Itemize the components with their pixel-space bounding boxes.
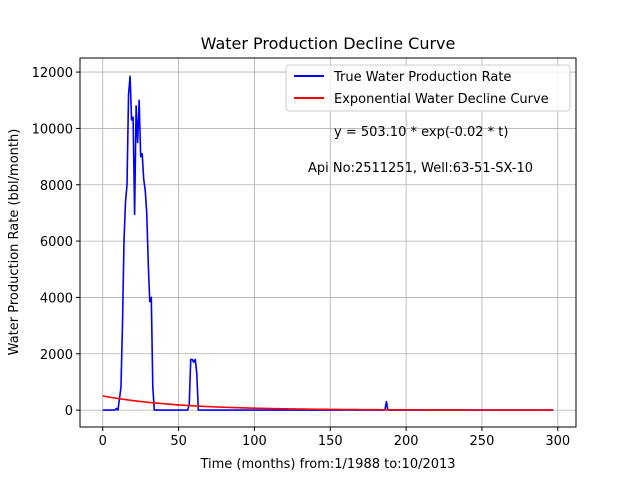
legend-label-decline-curve: Exponential Water Decline Curve <box>334 92 549 107</box>
y-axis: 0 2000 4000 6000 8000 10000 12000 <box>32 66 80 419</box>
y-tick-label: 2000 <box>40 348 73 363</box>
equation-annotation: y = 503.10 * exp(-0.02 * t) <box>334 125 508 140</box>
x-tick-label: 250 <box>470 434 495 449</box>
x-tick-label: 150 <box>318 434 343 449</box>
series-line-decline-curve <box>102 395 554 411</box>
y-tick-label: 8000 <box>40 179 73 194</box>
plot-frame <box>79 57 577 428</box>
y-tick-label: 12000 <box>32 66 73 81</box>
legend-label-true-rate: True Water Production Rate <box>333 70 511 85</box>
y-tick-label: 10000 <box>32 122 73 137</box>
x-tick-label: 300 <box>545 434 570 449</box>
x-axis-label: Time (months) from:1/1988 to:10/2013 <box>199 457 455 472</box>
x-tick-label: 200 <box>394 434 419 449</box>
well-annotation: Api No:2511251, Well:63-51-SX-10 <box>308 161 533 176</box>
y-tick-label: 4000 <box>40 291 73 306</box>
y-tick-label: 6000 <box>40 235 73 250</box>
x-tick-label: 100 <box>242 434 267 449</box>
series-group <box>102 75 554 411</box>
series-line-true-rate <box>102 75 554 411</box>
x-tick-label: 50 <box>170 434 187 449</box>
chart-title: Water Production Decline Curve <box>201 34 456 53</box>
legend: True Water Production Rate Exponential W… <box>285 64 571 112</box>
y-axis-label: Water Production Rate (bbl/month) <box>7 129 22 356</box>
x-tick-label: 0 <box>99 434 107 449</box>
x-axis: 0 50 100 150 200 250 300 <box>99 427 570 449</box>
y-tick-label: 0 <box>65 404 73 419</box>
legend-box <box>285 64 571 112</box>
